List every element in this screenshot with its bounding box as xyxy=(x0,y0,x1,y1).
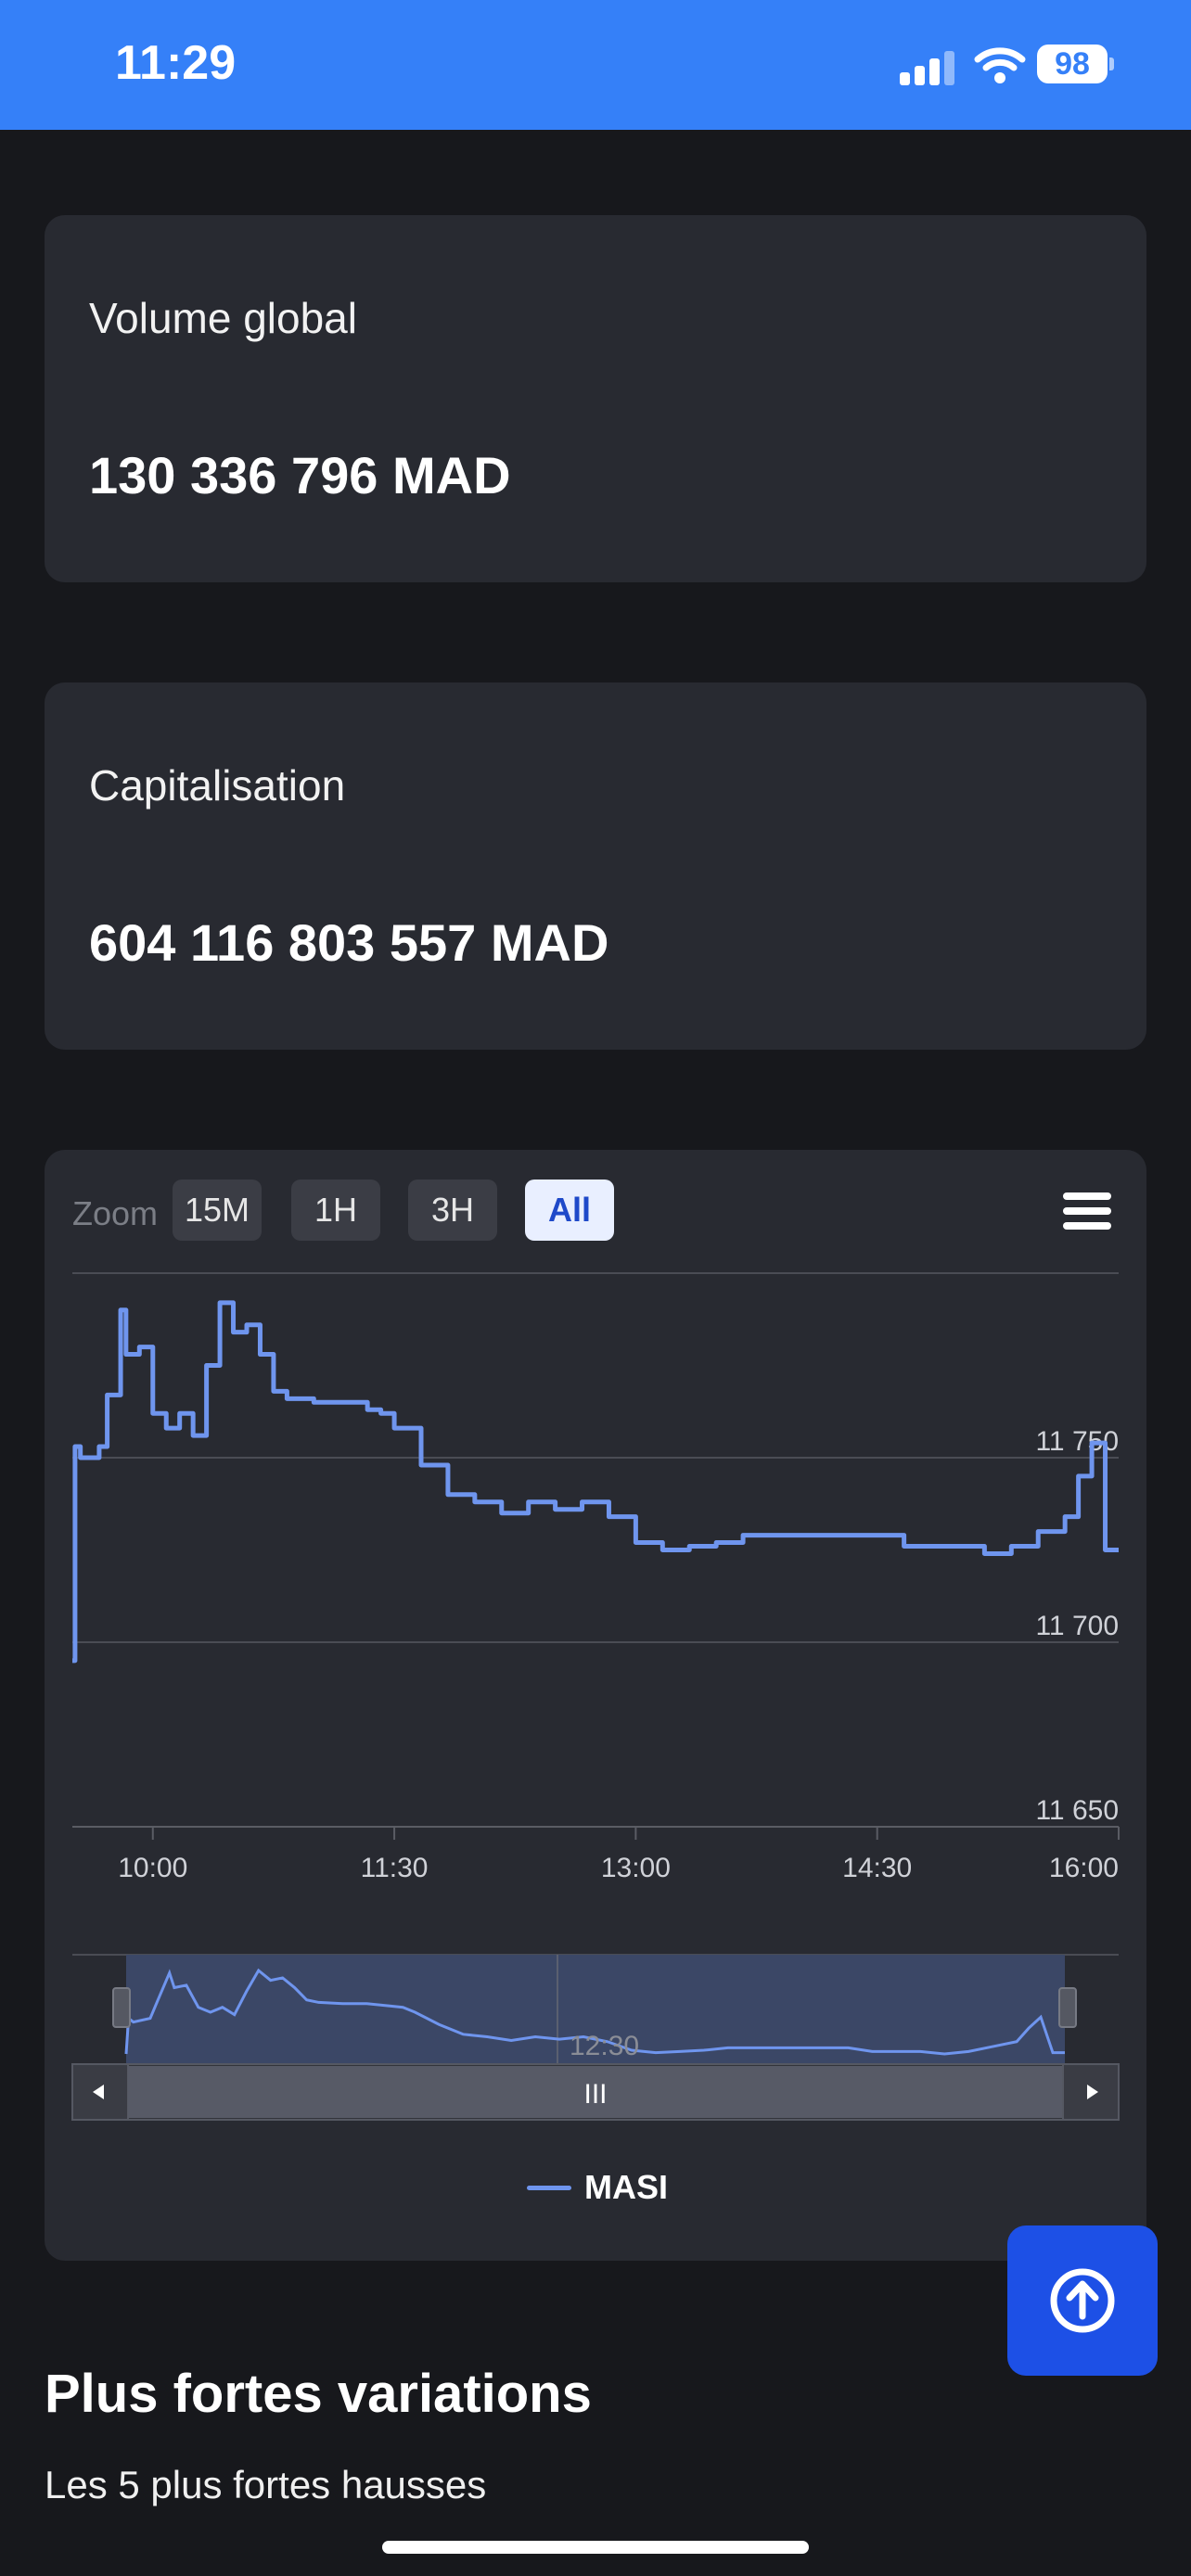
navigator-selection[interactable] xyxy=(126,1955,1065,2064)
scrollbar-thumb[interactable] xyxy=(128,2066,1063,2118)
scroll-left-arrow-icon xyxy=(93,2085,104,2099)
y-tick-label: 11 650 xyxy=(1035,1795,1119,1826)
section-subtitle: Les 5 plus fortes hausses xyxy=(45,2463,487,2506)
navigator-series-line xyxy=(124,1968,1065,2056)
volume-label: Volume global xyxy=(89,294,357,342)
wifi-icon xyxy=(974,47,1026,83)
scroll-to-top-button[interactable] xyxy=(1007,2225,1158,2376)
series-line-masi xyxy=(72,1300,1119,1664)
x-tick-label: 16:00 xyxy=(1049,1853,1119,1883)
x-tick-label: 14:30 xyxy=(842,1853,912,1883)
y-tick-label: 11 700 xyxy=(1035,1611,1119,1641)
navigator-handle-left[interactable] xyxy=(112,1987,131,2028)
navigator-handle-right[interactable] xyxy=(1058,1987,1077,2028)
zoom-1h-button[interactable]: 1H xyxy=(291,1180,380,1241)
status-time: 11:29 xyxy=(115,36,237,90)
arrow-up-circle-icon xyxy=(1050,2268,1115,2333)
zoom-label: Zoom xyxy=(72,1194,159,1232)
x-tick-label: 13:00 xyxy=(601,1853,671,1883)
scrollbar-grip: III xyxy=(583,2079,607,2110)
section-title: Plus fortes variations xyxy=(45,2364,592,2424)
zoom-3h-button[interactable]: 3H xyxy=(408,1180,497,1241)
chart-card: Zoom 15M 1H 3H All 11 650 11 700 11 750 10… xyxy=(45,1150,1146,2261)
capitalisation-value: 604 116 803 557 MAD xyxy=(89,913,609,972)
navigator-time-label: 12:30 xyxy=(570,2031,639,2061)
capitalisation-label: Capitalisation xyxy=(89,761,346,810)
chart-menu-icon[interactable] xyxy=(1063,1192,1111,1230)
status-bar: 11:29 98 xyxy=(0,0,1191,130)
zoom-all-button[interactable]: All xyxy=(525,1180,614,1241)
x-tick-label: 11:30 xyxy=(361,1853,429,1883)
x-tick-label: 10:00 xyxy=(118,1853,187,1883)
legend-line-icon xyxy=(527,2186,571,2190)
cellular-signal-icon xyxy=(900,51,954,85)
volume-card: Volume global 130 336 796 MAD xyxy=(45,215,1146,582)
capitalisation-card: Capitalisation 604 116 803 557 MAD xyxy=(45,682,1146,1050)
scroll-right-arrow-icon xyxy=(1087,2085,1098,2099)
zoom-15m-button[interactable]: 15M xyxy=(173,1180,262,1241)
battery-indicator: 98 xyxy=(1037,45,1108,83)
legend-label: MASI xyxy=(584,2168,668,2206)
volume-value: 130 336 796 MAD xyxy=(89,446,511,504)
battery-tip xyxy=(1109,57,1114,70)
home-indicator xyxy=(382,2541,809,2554)
